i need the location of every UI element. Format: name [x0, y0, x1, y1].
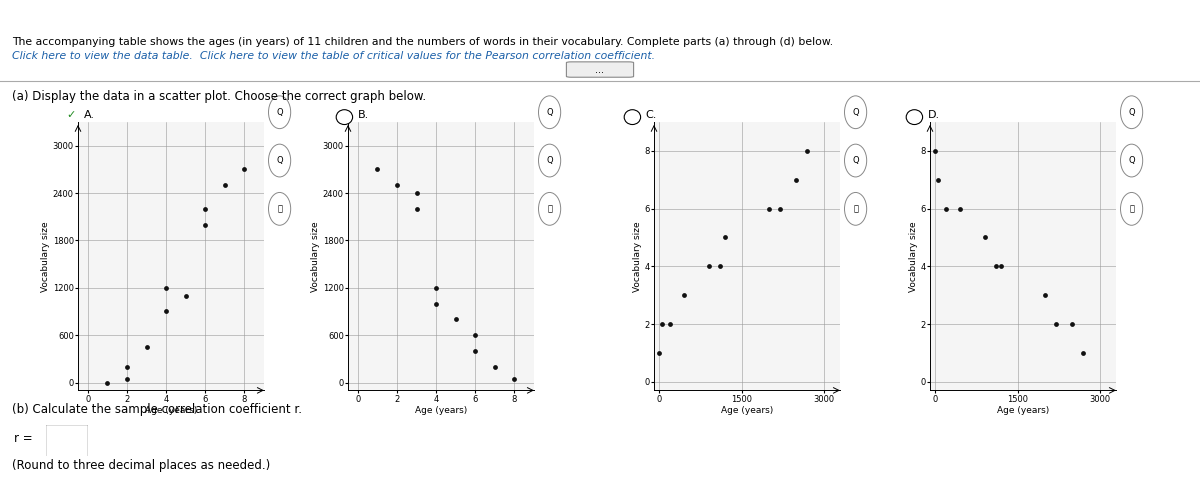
Point	[97, 379, 116, 386]
Text: (Round to three decimal places as needed.): (Round to three decimal places as needed…	[12, 459, 270, 472]
Point	[1036, 291, 1055, 299]
Point	[156, 307, 175, 315]
Text: ⧉: ⧉	[1129, 204, 1134, 213]
Point	[991, 263, 1010, 270]
Point	[176, 292, 196, 300]
Point	[715, 234, 734, 242]
Point	[770, 204, 790, 212]
Point	[1046, 320, 1066, 328]
Point	[118, 375, 137, 383]
Text: ⧉: ⧉	[277, 204, 282, 213]
Point	[798, 147, 817, 155]
Point	[661, 320, 680, 328]
Circle shape	[539, 192, 560, 225]
Point	[215, 181, 234, 189]
Point	[929, 176, 948, 183]
Circle shape	[1121, 96, 1142, 129]
Circle shape	[1121, 192, 1142, 225]
Point	[407, 205, 426, 213]
Point	[137, 343, 156, 351]
Text: Q: Q	[276, 156, 283, 165]
Y-axis label: Vocabulary size: Vocabulary size	[908, 221, 918, 291]
Circle shape	[269, 96, 290, 129]
Point	[1074, 349, 1093, 357]
Point	[787, 176, 806, 183]
Point	[156, 284, 175, 292]
Text: (a) Display the data in a scatter plot. Choose the correct graph below.: (a) Display the data in a scatter plot. …	[12, 90, 426, 103]
Point	[950, 204, 970, 212]
Circle shape	[269, 192, 290, 225]
Circle shape	[1121, 144, 1142, 177]
Text: Q: Q	[852, 108, 859, 117]
Circle shape	[906, 110, 923, 124]
Circle shape	[539, 144, 560, 177]
Circle shape	[269, 144, 290, 177]
Text: ✓: ✓	[66, 110, 76, 120]
Text: Q: Q	[276, 108, 283, 117]
Point	[700, 263, 719, 270]
Text: Q: Q	[546, 108, 553, 117]
Point	[976, 234, 995, 242]
Circle shape	[539, 96, 560, 129]
Point	[367, 165, 386, 173]
Text: D.: D.	[928, 110, 940, 120]
Y-axis label: Vocabulary size: Vocabulary size	[41, 221, 50, 291]
Point	[674, 291, 694, 299]
FancyBboxPatch shape	[566, 62, 634, 77]
Circle shape	[624, 110, 641, 124]
Text: The accompanying table shows the ages (in years) of 11 children and the numbers : The accompanying table shows the ages (i…	[12, 37, 833, 46]
Circle shape	[845, 144, 866, 177]
Point	[235, 165, 254, 173]
Text: ⧉: ⧉	[547, 204, 552, 213]
Point	[446, 315, 466, 323]
Text: ⧉: ⧉	[853, 204, 858, 213]
Text: A.: A.	[84, 110, 95, 120]
Point	[926, 147, 946, 155]
Y-axis label: Vocabulary size: Vocabulary size	[632, 221, 642, 291]
Text: Q: Q	[852, 156, 859, 165]
Point	[986, 263, 1006, 270]
Circle shape	[845, 96, 866, 129]
Point	[466, 347, 485, 355]
X-axis label: Age (years): Age (years)	[721, 407, 773, 415]
Point	[426, 300, 445, 307]
Point	[407, 189, 426, 197]
Circle shape	[845, 192, 866, 225]
FancyBboxPatch shape	[44, 424, 89, 457]
Point	[937, 204, 956, 212]
Text: C.: C.	[646, 110, 656, 120]
Text: Q: Q	[1128, 156, 1135, 165]
Text: Q: Q	[1128, 108, 1135, 117]
Point	[426, 284, 445, 292]
Point	[196, 205, 215, 213]
Text: (b) Calculate the sample correlation coefficient r.: (b) Calculate the sample correlation coe…	[12, 403, 302, 416]
Text: B.: B.	[358, 110, 368, 120]
Text: Q: Q	[546, 156, 553, 165]
X-axis label: Age (years): Age (years)	[997, 407, 1049, 415]
Point	[485, 363, 504, 370]
X-axis label: Age (years): Age (years)	[145, 407, 197, 415]
Circle shape	[336, 110, 353, 124]
Text: ...: ...	[595, 64, 605, 75]
X-axis label: Age (years): Age (years)	[415, 407, 467, 415]
Point	[760, 204, 779, 212]
Point	[196, 221, 215, 228]
Point	[710, 263, 730, 270]
Text: r =: r =	[14, 432, 34, 445]
Point	[466, 331, 485, 339]
Point	[388, 181, 407, 189]
Point	[118, 363, 137, 370]
Point	[505, 375, 524, 383]
Y-axis label: Vocabulary size: Vocabulary size	[311, 221, 320, 291]
Point	[653, 320, 672, 328]
Point	[650, 349, 670, 357]
Point	[1063, 320, 1082, 328]
Text: Click here to view the data table.  Click here to view the table of critical val: Click here to view the data table. Click…	[12, 51, 655, 61]
